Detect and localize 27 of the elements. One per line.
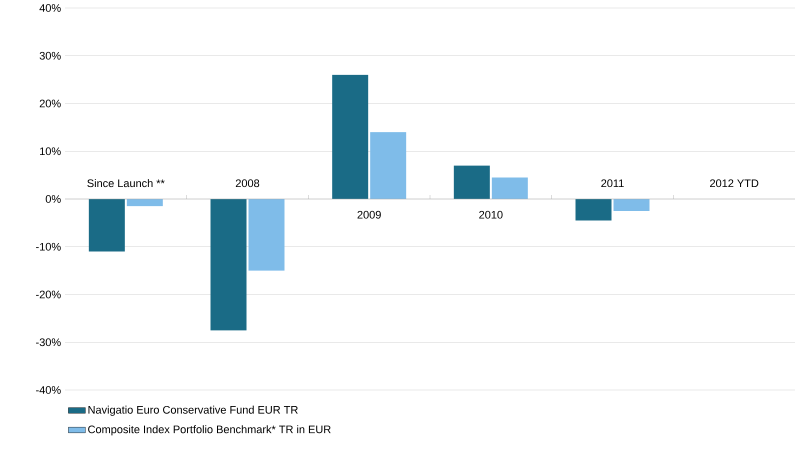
y-tick-label: -20% <box>36 290 61 298</box>
bar <box>614 199 650 211</box>
legend-label: Navigatio Euro Conservative Fund EUR TR <box>88 406 298 416</box>
x-tick-label: 2008 <box>236 179 260 188</box>
y-tick-label: 0% <box>46 195 61 203</box>
y-tick-label: 30% <box>40 52 61 60</box>
bar <box>492 178 528 200</box>
y-tick-label: -10% <box>36 242 61 251</box>
x-tick-label: 2010 <box>479 210 503 219</box>
legend-label: Composite Index Portfolio Benchmark* TR in EUR <box>88 425 331 436</box>
bar <box>454 166 490 200</box>
x-tick-label: 2009 <box>358 210 381 219</box>
bar <box>210 199 247 330</box>
y-tick-label: 20% <box>40 100 61 108</box>
y-tick-label: 40% <box>39 4 61 12</box>
bar <box>88 199 125 252</box>
bar <box>332 74 368 200</box>
x-tick-label: 2011 <box>601 179 624 188</box>
y-tick-label: -30% <box>36 338 61 346</box>
x-tick-label: 2012 YTD <box>710 179 758 188</box>
x-tick-label: Since Launch ** <box>87 179 165 188</box>
bar <box>370 132 406 200</box>
bar <box>576 199 612 220</box>
bar <box>248 199 284 271</box>
bar <box>126 199 163 206</box>
y-tick-label: -40% <box>36 386 61 394</box>
y-tick-label: 10% <box>40 147 61 156</box>
